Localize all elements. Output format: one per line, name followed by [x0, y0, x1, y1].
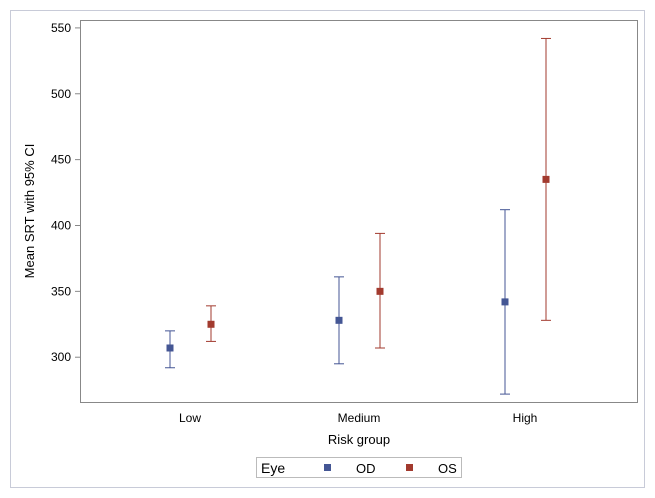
mean-point [207, 320, 215, 328]
legend-title: Eye [261, 460, 285, 476]
y-axis-label: Mean SRT with 95% CI [22, 144, 37, 279]
legend-marker-os [406, 464, 413, 471]
y-tick-label: 450 [51, 153, 71, 167]
y-tick-label: 300 [51, 350, 71, 364]
legend-label-od: OD [356, 461, 376, 476]
legend-marker-od [324, 464, 331, 471]
y-tick-label: 550 [51, 21, 71, 35]
y-tick-label: 400 [51, 218, 71, 232]
x-axis-label: Risk group [328, 432, 390, 447]
x-tick-label: Medium [338, 411, 381, 425]
data-marks [165, 37, 551, 395]
legend: Eye OD OS [256, 457, 462, 478]
y-tick-label: 500 [51, 87, 71, 101]
x-tick-label: Low [179, 411, 201, 425]
mean-point [166, 344, 174, 352]
mean-point [376, 287, 384, 295]
legend-label-os: OS [438, 461, 457, 476]
y-axis: 300 350 400 450 500 550 [51, 21, 80, 364]
plot-area [80, 20, 638, 403]
mean-point [501, 298, 509, 306]
x-tick-label: High [513, 411, 538, 425]
y-tick-label: 350 [51, 284, 71, 298]
x-axis: Low Medium High [179, 411, 538, 425]
mean-point [335, 316, 343, 324]
mean-point [542, 175, 550, 183]
legend-box [256, 457, 462, 478]
